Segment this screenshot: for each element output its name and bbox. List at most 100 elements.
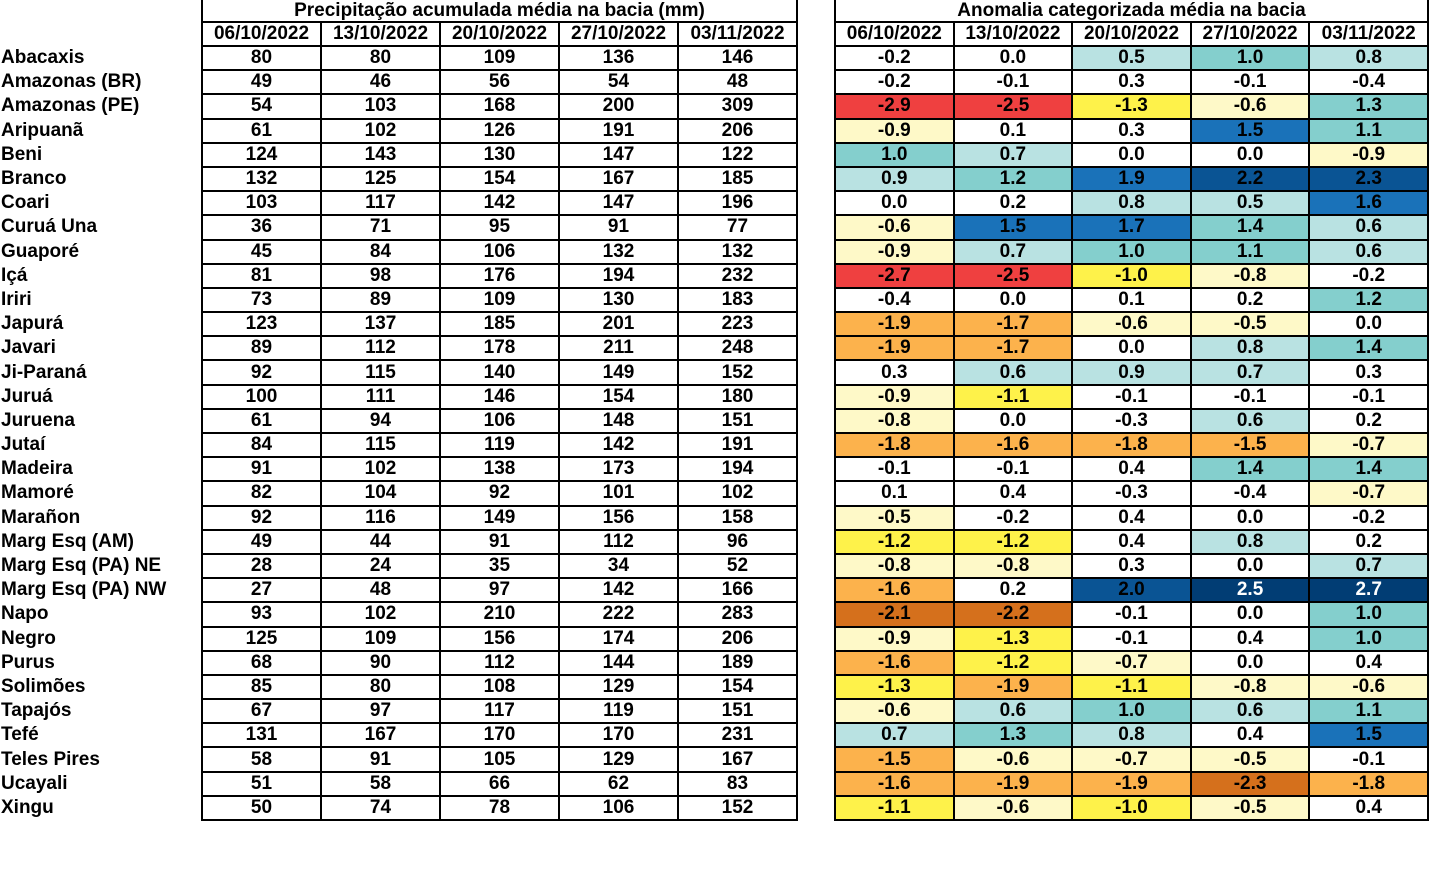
table-row: Purus 68 90 112 144 189 bbox=[0, 649, 798, 676]
precip-cell: 117 bbox=[439, 698, 560, 725]
precip-table-title: Precipitação acumulada média na bacia (m… bbox=[201, 0, 798, 23]
anomaly-cell: -0.2 bbox=[1308, 504, 1429, 531]
precip-cell: 91 bbox=[558, 214, 679, 241]
anomaly-date-header: 13/10/2022 bbox=[952, 21, 1074, 47]
anomaly-cell: 1.3 bbox=[1308, 93, 1429, 120]
anomaly-cell: 0.4 bbox=[1071, 456, 1192, 483]
anomaly-cell: -1.9 bbox=[1071, 770, 1192, 797]
precip-cell: 132 bbox=[201, 165, 322, 193]
anomaly-table: Anomalia categorizada média na bacia 06/… bbox=[834, 0, 1429, 822]
anomaly-cell: -0.7 bbox=[1308, 431, 1429, 459]
precip-cell: 154 bbox=[677, 673, 798, 701]
table-row: -0.9 0.1 0.3 1.5 1.1 bbox=[834, 117, 1429, 144]
anomaly-cell: -2.5 bbox=[952, 93, 1074, 120]
precip-cell: 98 bbox=[320, 262, 441, 289]
precip-cell: 45 bbox=[201, 238, 322, 265]
anomaly-cell: -0.3 bbox=[1071, 407, 1192, 435]
anomaly-cell: 0.4 bbox=[1308, 794, 1429, 822]
anomaly-cell: -1.6 bbox=[834, 649, 955, 676]
anomaly-cell: -0.4 bbox=[1189, 480, 1311, 507]
basin-name: Beni bbox=[1, 143, 43, 165]
table-row: -1.3 -1.9 -1.1 -0.8 -0.6 bbox=[834, 673, 1429, 701]
table-row: Japurá 123 137 185 201 223 bbox=[0, 311, 798, 338]
precip-cell: 146 bbox=[677, 44, 798, 72]
anomaly-cell: 1.2 bbox=[1308, 286, 1429, 314]
anomaly-cell: 0.8 bbox=[1189, 528, 1311, 555]
table-row: -1.8 -1.6 -1.8 -1.5 -0.7 bbox=[834, 431, 1429, 459]
basin-name: Napo bbox=[1, 603, 49, 625]
table-row: -1.6 -1.9 -1.9 -2.3 -1.8 bbox=[834, 770, 1429, 797]
precip-cell: 85 bbox=[201, 673, 322, 701]
table-row: Ji-Paraná 92 115 140 149 152 bbox=[0, 359, 798, 386]
precip-cell: 167 bbox=[320, 722, 441, 749]
anomaly-cell: 1.4 bbox=[1308, 456, 1429, 483]
table-row: -0.2 0.0 0.5 1.0 0.8 bbox=[834, 44, 1429, 72]
precip-cell: 105 bbox=[439, 746, 560, 773]
precip-cell: 125 bbox=[201, 625, 322, 652]
anomaly-cell: 0.1 bbox=[952, 117, 1074, 144]
table-row: Iriri 73 89 109 130 183 bbox=[0, 286, 798, 314]
anomaly-cell: 0.6 bbox=[1308, 238, 1429, 265]
table-row: -1.9 -1.7 0.0 0.8 1.4 bbox=[834, 335, 1429, 362]
anomaly-cell: 1.0 bbox=[1071, 698, 1192, 725]
anomaly-cell: 0.6 bbox=[952, 698, 1074, 725]
table-row: 1.0 0.7 0.0 0.0 -0.9 bbox=[834, 141, 1429, 168]
anomaly-cell: -0.8 bbox=[952, 552, 1074, 580]
precip-cell: 90 bbox=[320, 649, 441, 676]
basin-name: Javari bbox=[1, 337, 56, 359]
corner-blank bbox=[0, 22, 202, 46]
precip-cell: 48 bbox=[677, 69, 798, 96]
precip-cell: 51 bbox=[201, 770, 322, 797]
anomaly-cell: -0.2 bbox=[952, 504, 1074, 531]
table-row: -1.6 -1.2 -0.7 0.0 0.4 bbox=[834, 649, 1429, 676]
anomaly-cell: 0.1 bbox=[1071, 286, 1192, 314]
basin-name: Madeira bbox=[1, 458, 73, 480]
anomaly-cell: 1.0 bbox=[1308, 625, 1429, 652]
precip-cell: 82 bbox=[201, 480, 322, 507]
anomaly-cell: -1.2 bbox=[834, 528, 955, 555]
precip-cell: 100 bbox=[201, 383, 322, 410]
table-row: -2.7 -2.5 -1.0 -0.8 -0.2 bbox=[834, 262, 1429, 289]
precip-cell: 77 bbox=[677, 214, 798, 241]
precip-cell: 58 bbox=[201, 746, 322, 773]
table-row: -0.8 0.0 -0.3 0.6 0.2 bbox=[834, 407, 1429, 435]
anomaly-cell: 2.3 bbox=[1308, 165, 1429, 193]
precip-cell: 147 bbox=[558, 190, 679, 217]
anomaly-cell: -0.4 bbox=[1308, 69, 1429, 96]
precip-cell: 185 bbox=[439, 311, 560, 338]
precip-date-header: 20/10/2022 bbox=[439, 21, 560, 47]
basin-name: Teles Pires bbox=[1, 748, 100, 770]
anomaly-cell: 0.7 bbox=[952, 238, 1074, 265]
precip-cell: 34 bbox=[558, 552, 679, 580]
precip-cell: 101 bbox=[558, 480, 679, 507]
anomaly-cell: -0.1 bbox=[952, 456, 1074, 483]
anomaly-cell: -1.8 bbox=[1071, 431, 1192, 459]
table-row: -0.9 -1.3 -0.1 0.4 1.0 bbox=[834, 625, 1429, 652]
anomaly-cell: 0.9 bbox=[1071, 359, 1192, 386]
precip-cell: 166 bbox=[677, 577, 798, 604]
anomaly-cell: 1.5 bbox=[1308, 722, 1429, 749]
precip-cell: 24 bbox=[320, 552, 441, 580]
precip-cell: 67 bbox=[201, 698, 322, 725]
anomaly-cell: 0.8 bbox=[1308, 44, 1429, 72]
table-row: 0.0 0.2 0.8 0.5 1.6 bbox=[834, 190, 1429, 217]
anomaly-cell: 1.9 bbox=[1071, 165, 1192, 193]
basin-name: Ucayali bbox=[1, 772, 68, 794]
basin-name: Mamoré bbox=[1, 482, 74, 504]
precip-cell: 167 bbox=[677, 746, 798, 773]
precip-cell: 62 bbox=[558, 770, 679, 797]
precip-cell: 83 bbox=[677, 770, 798, 797]
anomaly-cell: 1.0 bbox=[1189, 44, 1311, 72]
anomaly-cell: 1.1 bbox=[1308, 117, 1429, 144]
anomaly-cell: 1.0 bbox=[834, 141, 955, 168]
precip-cell: 167 bbox=[558, 165, 679, 193]
anomaly-cell: 1.6 bbox=[1308, 190, 1429, 217]
anomaly-cell: -1.1 bbox=[1071, 673, 1192, 701]
anomaly-cell: 1.4 bbox=[1189, 214, 1311, 241]
precip-cell: 223 bbox=[677, 311, 798, 338]
anomaly-cell: -0.7 bbox=[1071, 746, 1192, 773]
table-row: 0.9 1.2 1.9 2.2 2.3 bbox=[834, 165, 1429, 193]
table-row: Amazonas (PE) 54 103 168 200 309 bbox=[0, 93, 798, 120]
anomaly-cell: 0.1 bbox=[834, 480, 955, 507]
precip-cell: 191 bbox=[677, 431, 798, 459]
